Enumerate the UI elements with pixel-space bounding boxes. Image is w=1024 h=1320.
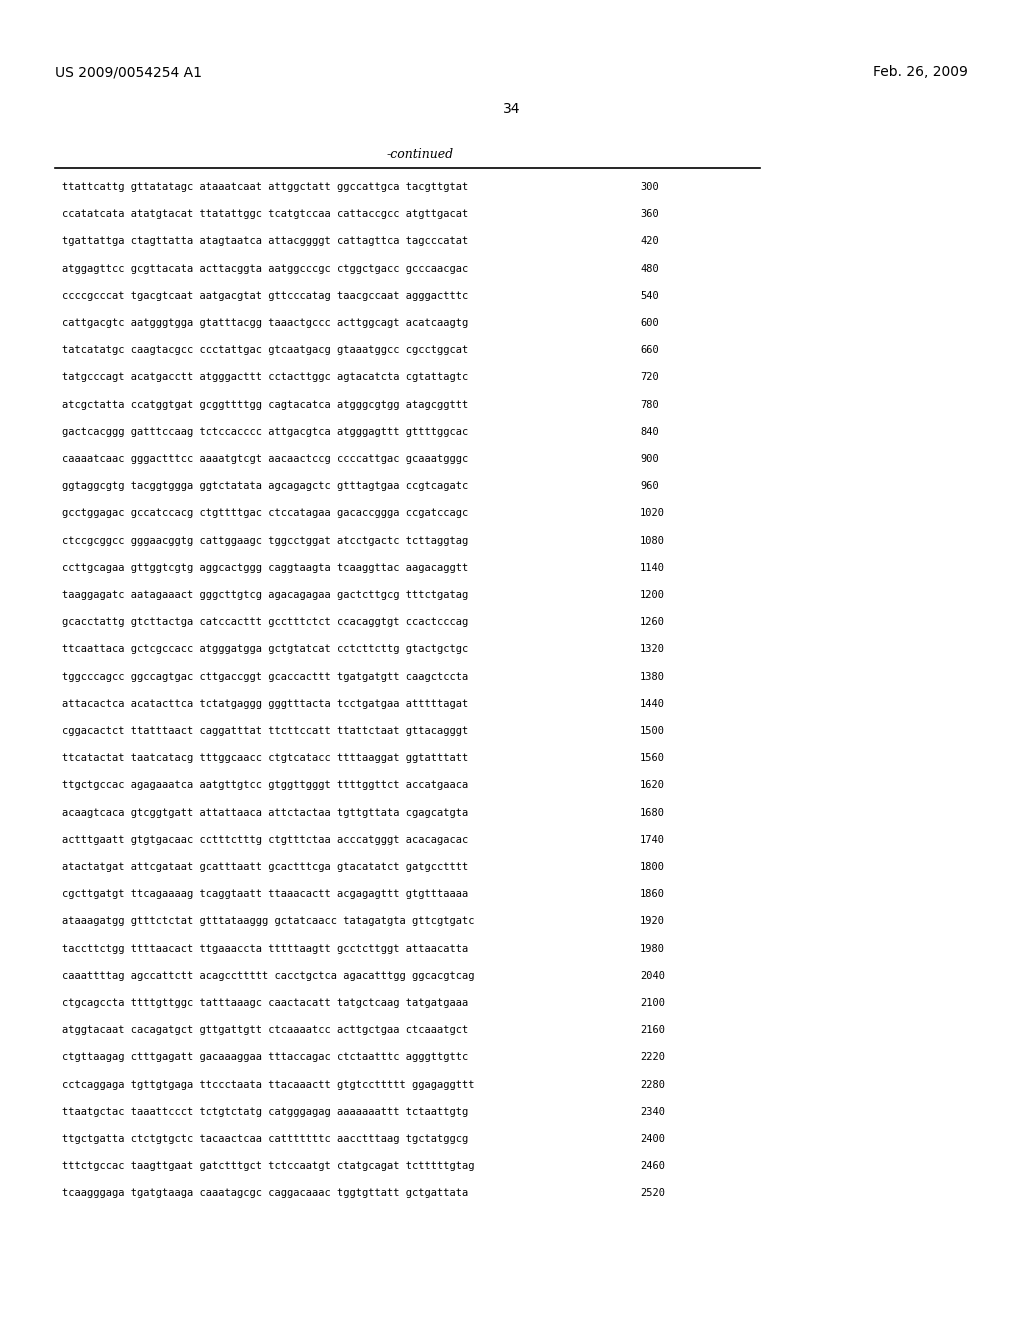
Text: ttcatactat taatcatacg tttggcaacc ctgtcatacc ttttaaggat ggtatttatt: ttcatactat taatcatacg tttggcaacc ctgtcat… <box>62 754 468 763</box>
Text: tatcatatgc caagtacgcc ccctattgac gtcaatgacg gtaaatggcc cgcctggcat: tatcatatgc caagtacgcc ccctattgac gtcaatg… <box>62 346 468 355</box>
Text: ccatatcata atatgtacat ttatattggc tcatgtccaa cattaccgcc atgttgacat: ccatatcata atatgtacat ttatattggc tcatgtc… <box>62 209 468 219</box>
Text: attacactca acatacttca tctatgaggg gggtttacta tcctgatgaa atttttagat: attacactca acatacttca tctatgaggg gggttta… <box>62 698 468 709</box>
Text: 2160: 2160 <box>640 1026 665 1035</box>
Text: tcaagggaga tgatgtaaga caaatagcgc caggacaaac tggtgttatt gctgattata: tcaagggaga tgatgtaaga caaatagcgc caggaca… <box>62 1188 468 1199</box>
Text: 1800: 1800 <box>640 862 665 873</box>
Text: 2100: 2100 <box>640 998 665 1008</box>
Text: tatgcccagt acatgacctt atgggacttt cctacttggc agtacatcta cgtattagtc: tatgcccagt acatgacctt atgggacttt cctactt… <box>62 372 468 383</box>
Text: 360: 360 <box>640 209 658 219</box>
Text: 34: 34 <box>503 102 521 116</box>
Text: 1260: 1260 <box>640 618 665 627</box>
Text: cctcaggaga tgttgtgaga ttccctaata ttacaaactt gtgtccttttt ggagaggttt: cctcaggaga tgttgtgaga ttccctaata ttacaaa… <box>62 1080 474 1089</box>
Text: ctccgcggcc gggaacggtg cattggaagc tggcctggat atcctgactc tcttaggtag: ctccgcggcc gggaacggtg cattggaagc tggcctg… <box>62 536 468 545</box>
Text: atactatgat attcgataat gcatttaatt gcactttcga gtacatatct gatgcctttt: atactatgat attcgataat gcatttaatt gcacttt… <box>62 862 468 873</box>
Text: gactcacggg gatttccaag tctccacccc attgacgtca atgggagttt gttttggcac: gactcacggg gatttccaag tctccacccc attgacg… <box>62 426 468 437</box>
Text: ccttgcagaa gttggtcgtg aggcactggg caggtaagta tcaaggttac aagacaggtt: ccttgcagaa gttggtcgtg aggcactggg caggtaa… <box>62 562 468 573</box>
Text: 1080: 1080 <box>640 536 665 545</box>
Text: actttgaatt gtgtgacaac cctttctttg ctgtttctaa acccatgggt acacagacac: actttgaatt gtgtgacaac cctttctttg ctgtttc… <box>62 834 468 845</box>
Text: 1140: 1140 <box>640 562 665 573</box>
Text: 1620: 1620 <box>640 780 665 791</box>
Text: 1980: 1980 <box>640 944 665 953</box>
Text: 1440: 1440 <box>640 698 665 709</box>
Text: atcgctatta ccatggtgat gcggttttgg cagtacatca atgggcgtgg atagcggttt: atcgctatta ccatggtgat gcggttttgg cagtaca… <box>62 400 468 409</box>
Text: US 2009/0054254 A1: US 2009/0054254 A1 <box>55 65 202 79</box>
Text: ccccgcccat tgacgtcaat aatgacgtat gttcccatag taacgccaat agggactttc: ccccgcccat tgacgtcaat aatgacgtat gttccca… <box>62 290 468 301</box>
Text: 960: 960 <box>640 482 658 491</box>
Text: 2040: 2040 <box>640 970 665 981</box>
Text: 2400: 2400 <box>640 1134 665 1144</box>
Text: cattgacgtc aatgggtgga gtatttacgg taaactgccc acttggcagt acatcaagtg: cattgacgtc aatgggtgga gtatttacgg taaactg… <box>62 318 468 327</box>
Text: 2220: 2220 <box>640 1052 665 1063</box>
Text: 1920: 1920 <box>640 916 665 927</box>
Text: caaattttag agccattctt acagccttttt cacctgctca agacatttgg ggcacgtcag: caaattttag agccattctt acagccttttt cacctg… <box>62 970 474 981</box>
Text: 1560: 1560 <box>640 754 665 763</box>
Text: caaaatcaac gggactttcc aaaatgtcgt aacaactccg ccccattgac gcaaatgggc: caaaatcaac gggactttcc aaaatgtcgt aacaact… <box>62 454 468 465</box>
Text: 1200: 1200 <box>640 590 665 601</box>
Text: -continued: -continued <box>386 148 454 161</box>
Text: 900: 900 <box>640 454 658 465</box>
Text: 540: 540 <box>640 290 658 301</box>
Text: tggcccagcc ggccagtgac cttgaccggt gcaccacttt tgatgatgtt caagctccta: tggcccagcc ggccagtgac cttgaccggt gcaccac… <box>62 672 468 681</box>
Text: 2460: 2460 <box>640 1162 665 1171</box>
Text: taaggagatc aatagaaact gggcttgtcg agacagagaa gactcttgcg tttctgatag: taaggagatc aatagaaact gggcttgtcg agacaga… <box>62 590 468 601</box>
Text: tttctgccac taagttgaat gatctttgct tctccaatgt ctatgcagat tctttttgtag: tttctgccac taagttgaat gatctttgct tctccaa… <box>62 1162 474 1171</box>
Text: ttgctgatta ctctgtgctc tacaactcaa catttttttc aacctttaag tgctatggcg: ttgctgatta ctctgtgctc tacaactcaa cattttt… <box>62 1134 468 1144</box>
Text: 1680: 1680 <box>640 808 665 817</box>
Text: 780: 780 <box>640 400 658 409</box>
Text: tgattattga ctagttatta atagtaatca attacggggt cattagttca tagcccatat: tgattattga ctagttatta atagtaatca attacgg… <box>62 236 468 247</box>
Text: ctgttaagag ctttgagatt gacaaaggaa tttaccagac ctctaatttc agggttgttc: ctgttaagag ctttgagatt gacaaaggaa tttacca… <box>62 1052 468 1063</box>
Text: 1740: 1740 <box>640 834 665 845</box>
Text: 1320: 1320 <box>640 644 665 655</box>
Text: ttaatgctac taaattccct tctgtctatg catgggagag aaaaaaattt tctaattgtg: ttaatgctac taaattccct tctgtctatg catggga… <box>62 1106 468 1117</box>
Text: 2340: 2340 <box>640 1106 665 1117</box>
Text: atggagttcc gcgttacata acttacggta aatggcccgc ctggctgacc gcccaacgac: atggagttcc gcgttacata acttacggta aatggcc… <box>62 264 468 273</box>
Text: gcctggagac gccatccacg ctgttttgac ctccatagaa gacaccggga ccgatccagc: gcctggagac gccatccacg ctgttttgac ctccata… <box>62 508 468 519</box>
Text: taccttctgg ttttaacact ttgaaaccta tttttaagtt gcctcttggt attaacatta: taccttctgg ttttaacact ttgaaaccta tttttaa… <box>62 944 468 953</box>
Text: 720: 720 <box>640 372 658 383</box>
Text: ttcaattaca gctcgccacc atgggatgga gctgtatcat cctcttcttg gtactgctgc: ttcaattaca gctcgccacc atgggatgga gctgtat… <box>62 644 468 655</box>
Text: 480: 480 <box>640 264 658 273</box>
Text: 2280: 2280 <box>640 1080 665 1089</box>
Text: 300: 300 <box>640 182 658 191</box>
Text: cgcttgatgt ttcagaaaag tcaggtaatt ttaaacactt acgagagttt gtgtttaaaa: cgcttgatgt ttcagaaaag tcaggtaatt ttaaaca… <box>62 890 468 899</box>
Text: 1860: 1860 <box>640 890 665 899</box>
Text: 840: 840 <box>640 426 658 437</box>
Text: ttattcattg gttatatagc ataaatcaat attggctatt ggccattgca tacgttgtat: ttattcattg gttatatagc ataaatcaat attggct… <box>62 182 468 191</box>
Text: 420: 420 <box>640 236 658 247</box>
Text: 1500: 1500 <box>640 726 665 737</box>
Text: 660: 660 <box>640 346 658 355</box>
Text: 2520: 2520 <box>640 1188 665 1199</box>
Text: ttgctgccac agagaaatca aatgttgtcc gtggttgggt ttttggttct accatgaaca: ttgctgccac agagaaatca aatgttgtcc gtggttg… <box>62 780 468 791</box>
Text: ataaagatgg gtttctctat gtttataaggg gctatcaacc tatagatgta gttcgtgatc: ataaagatgg gtttctctat gtttataaggg gctatc… <box>62 916 474 927</box>
Text: gcacctattg gtcttactga catccacttt gcctttctct ccacaggtgt ccactcccag: gcacctattg gtcttactga catccacttt gcctttc… <box>62 618 468 627</box>
Text: ctgcagccta ttttgttggc tatttaaagc caactacatt tatgctcaag tatgatgaaa: ctgcagccta ttttgttggc tatttaaagc caactac… <box>62 998 468 1008</box>
Text: ggtaggcgtg tacggtggga ggtctatata agcagagctc gtttagtgaa ccgtcagatc: ggtaggcgtg tacggtggga ggtctatata agcagag… <box>62 482 468 491</box>
Text: 600: 600 <box>640 318 658 327</box>
Text: cggacactct ttatttaact caggatttat ttcttccatt ttattctaat gttacagggt: cggacactct ttatttaact caggatttat ttcttcc… <box>62 726 468 737</box>
Text: Feb. 26, 2009: Feb. 26, 2009 <box>873 65 968 79</box>
Text: 1380: 1380 <box>640 672 665 681</box>
Text: atggtacaat cacagatgct gttgattgtt ctcaaaatcc acttgctgaa ctcaaatgct: atggtacaat cacagatgct gttgattgtt ctcaaaa… <box>62 1026 468 1035</box>
Text: acaagtcaca gtcggtgatt attattaaca attctactaa tgttgttata cgagcatgta: acaagtcaca gtcggtgatt attattaaca attctac… <box>62 808 468 817</box>
Text: 1020: 1020 <box>640 508 665 519</box>
